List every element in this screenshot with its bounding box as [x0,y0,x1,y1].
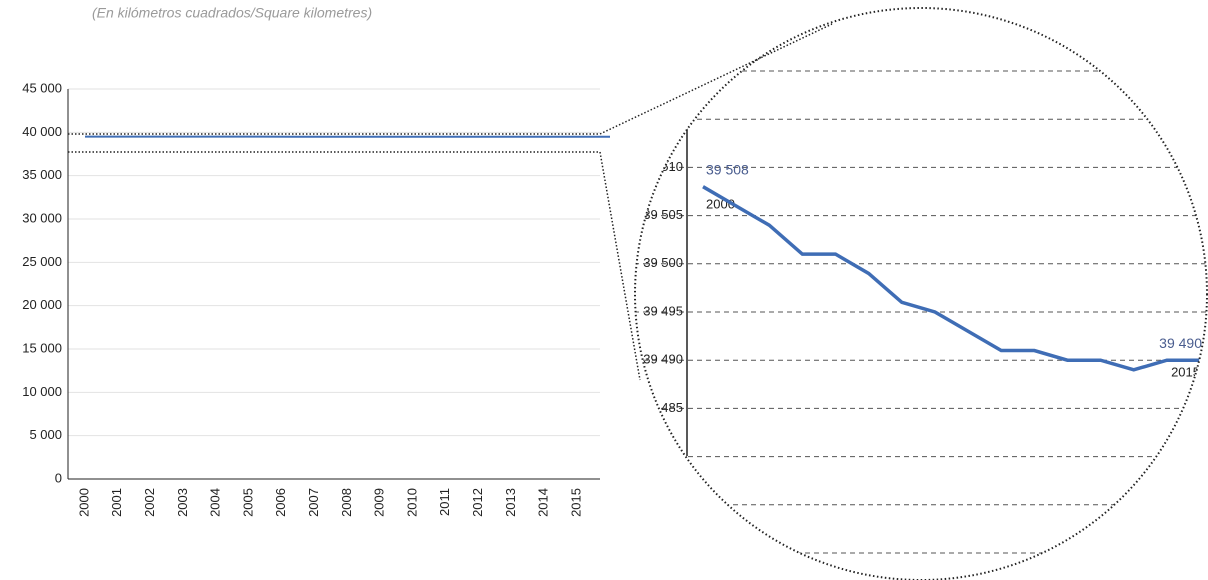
y-tick-label: 40 000 [22,124,62,139]
x-tick-label: 2014 [536,488,551,517]
y-tick-label: 39 480 [643,448,683,463]
point-category-label: 2015 [1171,364,1200,379]
data-label: 39 490 [1159,335,1202,351]
main-chart: 0 5 000 10 000 15 000 20 000 25 000 30 000 35 0… [22,80,610,517]
y-tick-label: 25 000 [22,254,62,269]
x-tick-label: 2012 [470,488,485,517]
x-tick-label: 2001 [109,488,124,517]
x-tick-label: 2008 [339,488,354,517]
x-tick-label: 2013 [503,488,518,517]
x-tick-label: 2005 [240,488,255,517]
data-label: 39 508 [706,161,749,177]
connector [599,23,833,135]
y-tick-label: 39 475 [643,496,683,511]
y-tick-label: 0 [55,470,62,485]
line [702,185,1200,372]
x-tick-label: 2000 [76,488,91,517]
x-tick-label: 2003 [175,488,190,517]
x-tick-label: 2009 [372,488,387,517]
y-tick-label: 39 505 [643,207,683,222]
y-tick-label: 5 000 [29,427,62,442]
y-tick-label: 39 495 [643,303,683,318]
y-tick-label: 39 500 [643,255,683,270]
x-tick-label: 2007 [306,488,321,517]
y-tick-label: 39 515 [643,111,683,126]
y-tick-label: 20 000 [22,297,62,312]
y-tick-label: 45 000 [22,80,62,95]
x-tick-label: 2011 [437,488,452,516]
x-tick-label: 2015 [568,488,583,517]
y-tick-label: 15 000 [22,340,62,355]
x-tick-label: 2002 [142,488,157,517]
y-tick-label: 39 520 [643,62,683,77]
y-tick-label: 10 000 [22,384,62,399]
subtitle: (En kilómetros cuadrados/Square kilometr… [92,5,372,21]
x-tick-label: 2010 [404,488,419,517]
y-tick-label: 35 000 [22,167,62,182]
zoom-chart: 39 470 39 475 39 480 39 485 39 490 39 495 39 5… [635,62,1207,559]
y-tick-label: 39 485 [643,400,683,415]
y-tick-label: 39 470 [643,544,683,559]
x-tick-label: 2006 [273,488,288,517]
zoom-circle [634,7,1208,580]
x-tick-label: 2004 [208,488,223,517]
y-tick-label: 30 000 [22,210,62,225]
connector [599,151,641,381]
y-tick-label: 39 490 [643,352,683,367]
